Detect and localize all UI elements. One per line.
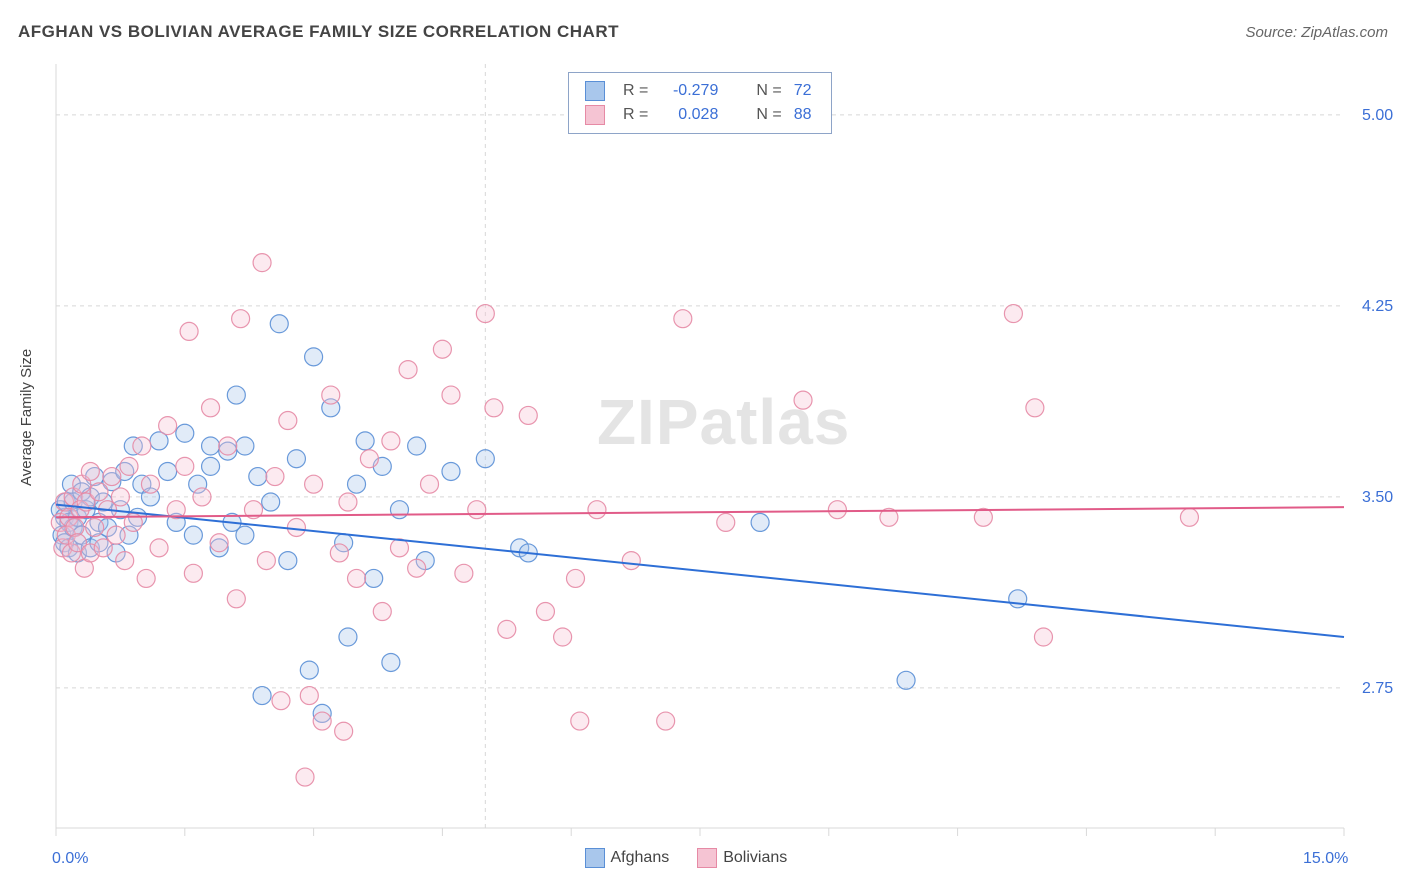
source-label: Source: ZipAtlas.com [1245,24,1388,41]
svg-text:4.25: 4.25 [1362,298,1393,315]
x-axis-max-label: 15.0% [1303,850,1348,868]
svg-text:3.50: 3.50 [1362,489,1393,506]
svg-text:5.00: 5.00 [1362,107,1393,124]
y-axis-label: Average Family Size [18,349,35,486]
chart-container: Average Family Size 2.753.504.255.00 ZIP… [12,56,1394,880]
x-axis-min-label: 0.0% [52,850,88,868]
svg-text:2.75: 2.75 [1362,680,1393,697]
series-legend: AfghansBolivians [585,848,816,868]
scatter-chart: 2.75 3.50 4.25 5.00 [12,56,1394,880]
stats-legend: R =-0.279N =72R =0.028N =88 [568,72,832,134]
chart-title: AFGHAN VS BOLIVIAN AVERAGE FAMILY SIZE C… [18,22,619,42]
